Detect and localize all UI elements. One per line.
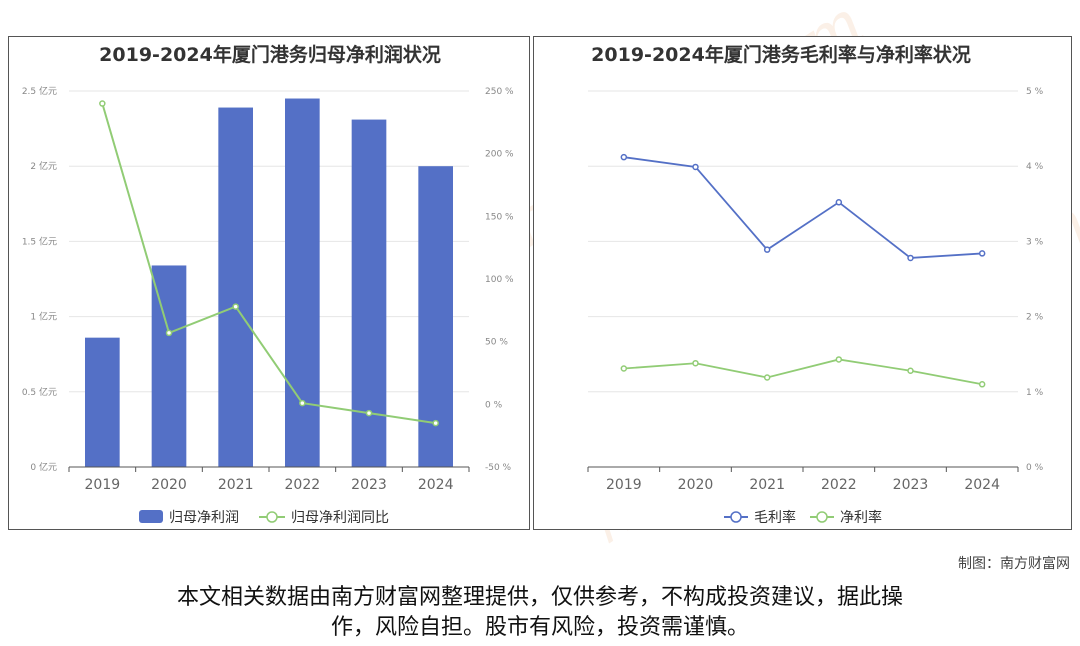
chart-title: 2019-2024年厦门港务归母净利润状况	[99, 43, 441, 66]
disclaimer: 本文相关数据由南方财富网整理提供，仅供参考，不构成投资建议，据此操 作，风险自担…	[0, 583, 1080, 643]
y-tick-label: 0 亿元	[30, 461, 57, 473]
line-point	[692, 359, 699, 367]
line-point	[907, 254, 914, 262]
x-tick-label: 2019	[606, 477, 642, 493]
series-line	[101, 103, 436, 425]
y-tick-label: 5 %	[1026, 87, 1044, 97]
disclaimer-line: 作，风险自担。股市有风险，投资需谨慎。	[330, 615, 749, 640]
y2-tick-label: -50 %	[485, 463, 512, 473]
x-tick-label: 2020	[151, 477, 187, 493]
y2-tick-label: 50 %	[485, 338, 508, 348]
x-tick-label: 2022	[285, 477, 321, 493]
legend-label: 净利率	[840, 509, 882, 526]
line-point	[365, 409, 373, 417]
x-tick-label: 2019	[85, 477, 121, 493]
line-point	[99, 100, 106, 107]
y2-tick-label: 250 %	[485, 87, 514, 97]
legend-label: 归母净利润同比	[291, 509, 389, 526]
y-tick-label: 1 %	[1026, 388, 1044, 398]
y2-tick-label: 200 %	[485, 150, 514, 160]
y-tick-label: 3 %	[1026, 237, 1044, 247]
y-tick-label: 2 亿元	[30, 160, 57, 172]
bar	[85, 337, 120, 467]
y-tick-label: 2.5 亿元	[22, 85, 57, 97]
line-point	[165, 329, 173, 337]
legend-label: 毛利率	[754, 509, 796, 526]
line-point	[907, 367, 914, 374]
bar	[351, 119, 387, 468]
y-tick-label: 1 亿元	[30, 311, 57, 323]
x-tick-label: 2020	[678, 477, 714, 493]
chart-title: 2019-2024年厦门港务毛利率与净利率状况	[591, 43, 971, 66]
line-point	[763, 374, 771, 381]
x-tick-label: 2022	[821, 477, 857, 493]
legend-swatch-marker	[266, 511, 278, 523]
line-point	[978, 250, 986, 257]
bar	[418, 166, 453, 467]
bar	[218, 107, 253, 467]
y2-tick-label: 0 %	[485, 400, 503, 410]
chart-credit: 制图：南方财富网	[958, 556, 1070, 572]
y2-tick-label: 150 %	[485, 212, 514, 222]
legend-label: 归母净利润	[169, 509, 239, 526]
margin-chart-panel: 2019-2024年厦门港务毛利率与净利率状况 0 % 1 % 2 % 3 % 4 % 5…	[533, 36, 1072, 530]
y-tick-label: 1.5 亿元	[22, 235, 57, 247]
line-point	[835, 199, 843, 206]
x-tick-label: 2024	[964, 477, 1000, 493]
line-point	[232, 303, 239, 310]
line-point	[620, 153, 628, 161]
x-tick-label: 2024	[418, 477, 454, 493]
bar	[151, 265, 187, 467]
line-point	[299, 399, 306, 407]
y-tick-label: 2 %	[1026, 313, 1044, 323]
y2-tick-label: 100 %	[485, 275, 514, 285]
bar	[285, 98, 320, 467]
y-tick-label: 0 %	[1026, 463, 1044, 473]
x-tick-label: 2023	[351, 477, 387, 493]
line-point	[692, 163, 699, 171]
x-tick-label: 2021	[749, 477, 785, 493]
legend-swatch-bar	[139, 510, 163, 523]
line-point	[763, 246, 771, 253]
line-point	[432, 419, 439, 427]
net-profit-chart-panel: 2019-2024年厦门港务归母净利润状况 0 亿元 0.5 亿元 1 亿元 1.5 …	[8, 36, 530, 530]
margin-chart: 2019-2024年厦门港务毛利率与净利率状况 0 % 1 % 2 % 3 % 4 % 5…	[587, 43, 1044, 526]
series-line	[623, 156, 983, 259]
y-tick-label: 4 %	[1026, 162, 1044, 172]
net-profit-chart: 2019-2024年厦门港务归母净利润状况 0 亿元 0.5 亿元 1 亿元 1.5 …	[22, 43, 514, 526]
line-point	[835, 356, 843, 363]
line-point	[978, 381, 986, 388]
x-tick-label: 2021	[218, 477, 254, 493]
line-point	[620, 365, 628, 372]
y-tick-label: 0.5 亿元	[22, 386, 57, 398]
legend-swatch-marker	[816, 511, 828, 523]
x-tick-label: 2023	[893, 477, 929, 493]
legend-swatch-marker	[730, 511, 742, 523]
disclaimer-line: 本文相关数据由南方财富网整理提供，仅供参考，不构成投资建议，据此操	[176, 585, 903, 610]
series-line	[623, 358, 983, 386]
